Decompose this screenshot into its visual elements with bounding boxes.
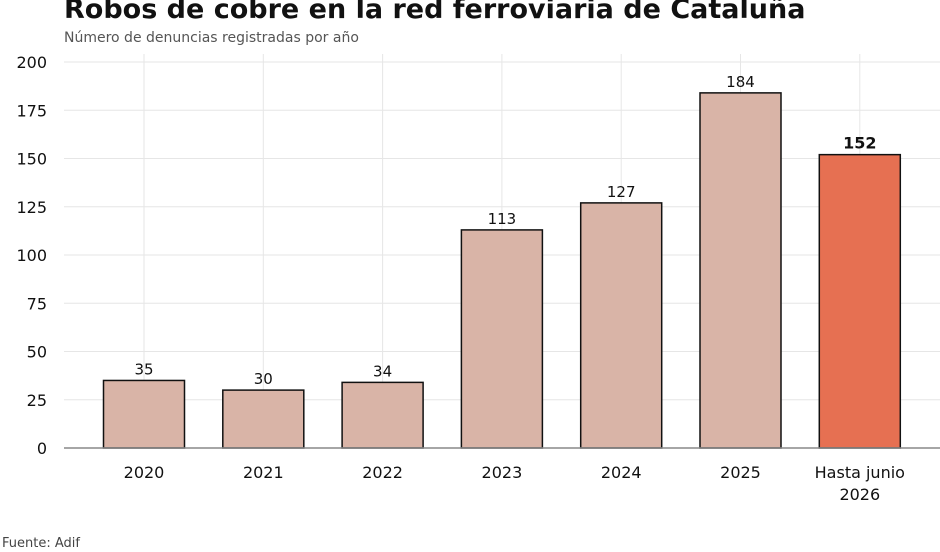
y-tick-label: 100 [16,246,47,265]
x-tick-label: 2020 [124,463,165,482]
bar-value-labels: 35 30 34 113 127 184 152 [134,73,876,388]
y-axis-ticks: 0 25 50 75 100 125 150 175 200 [16,53,47,458]
y-tick-label: 50 [27,343,47,362]
bar [222,389,305,449]
y-tick-label: 175 [16,101,47,120]
bar-value-label: 113 [488,210,517,228]
x-tick-label: 2025 [720,463,761,482]
chart-source: Fuente: Adif [2,536,80,551]
y-tick-label: 0 [37,439,47,458]
x-tick-label: 2022 [362,463,403,482]
x-axis-ticks: 2020 2021 2022 2023 2024 2025 Hasta junio 2026 [124,463,905,504]
chart-subtitle: Número de denuncias registradas por año [64,30,359,46]
bar-value-label: 127 [607,183,636,201]
bar-value-label: 184 [726,73,755,91]
y-tick-label: 125 [16,198,47,217]
bar-value-label: 152 [843,134,876,153]
bar [102,379,186,449]
y-tick-label: 25 [27,391,47,410]
bar-value-label: 30 [254,370,273,388]
x-tick-label: 2024 [601,463,642,482]
bar [341,381,424,449]
bar [818,153,902,449]
x-tick-label: 2021 [243,463,284,482]
bar [579,202,663,449]
bar [699,92,782,449]
bar-value-label: 35 [134,360,153,378]
bar [460,229,544,449]
y-tick-label: 150 [16,150,47,169]
chart-title: Robos de cobre en la red ferroviaria de … [64,0,806,25]
bars [102,92,902,449]
y-tick-label: 75 [27,294,47,313]
x-tick-label: 2023 [482,463,523,482]
x-tick-label: Hasta junio 2026 [815,463,905,504]
y-tick-label: 200 [16,53,47,72]
bar-value-label: 34 [373,362,392,380]
